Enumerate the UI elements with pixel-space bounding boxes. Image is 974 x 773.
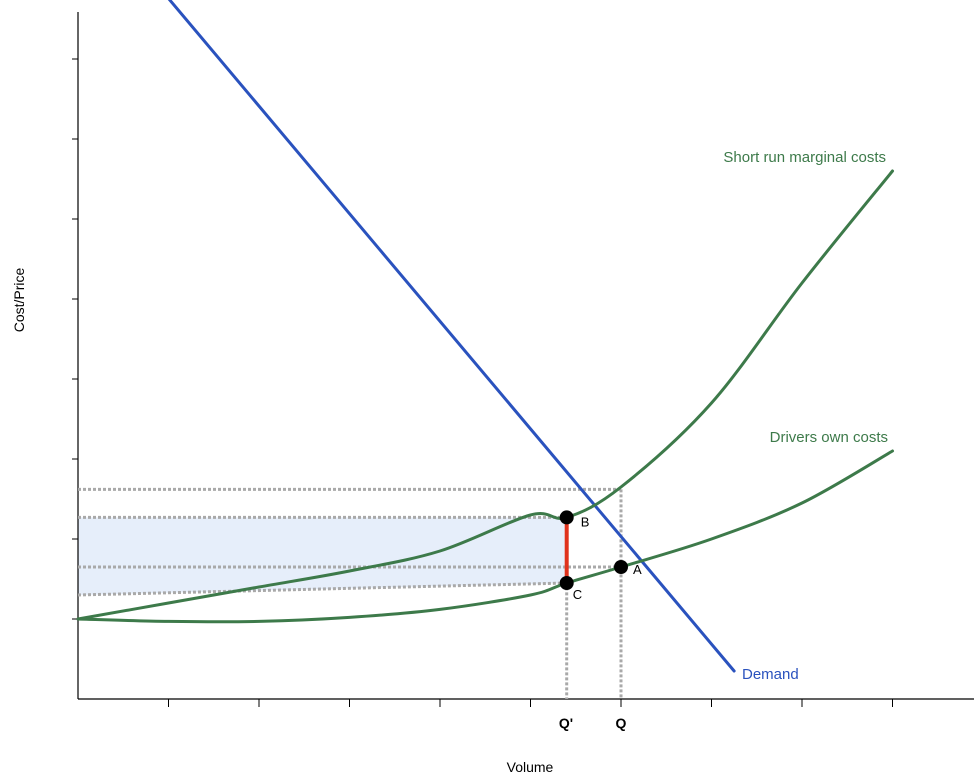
reference-lines xyxy=(77,487,623,699)
series-line-drivers-own-costs xyxy=(76,449,894,624)
x-marker-q-prime: Q' xyxy=(559,715,573,731)
series-label-demand: Demand xyxy=(742,666,799,683)
points: A B C xyxy=(559,510,642,602)
y-axis-title: Cost/Price xyxy=(11,268,27,333)
point-label-b: B xyxy=(581,514,590,529)
point-label-a: A xyxy=(633,562,642,577)
series-label-drivers-own-costs: Drivers own costs xyxy=(770,429,888,446)
point-a xyxy=(614,560,628,574)
series-lines xyxy=(76,0,894,673)
highlight-band-layer xyxy=(78,517,567,595)
axes xyxy=(72,12,974,707)
series-line-demand xyxy=(167,0,736,673)
point-c xyxy=(559,576,574,590)
series-label-short-run-marginal-costs: Short run marginal costs xyxy=(723,149,886,166)
reference-line-horizontal xyxy=(77,581,567,597)
series-line-short-run-marginal-costs xyxy=(76,169,894,621)
point-label-c: C xyxy=(573,587,582,602)
x-marker-q: Q xyxy=(616,715,627,731)
x-axis-title: Volume xyxy=(507,759,554,773)
point-b xyxy=(559,510,574,525)
highlight-band xyxy=(78,517,567,595)
